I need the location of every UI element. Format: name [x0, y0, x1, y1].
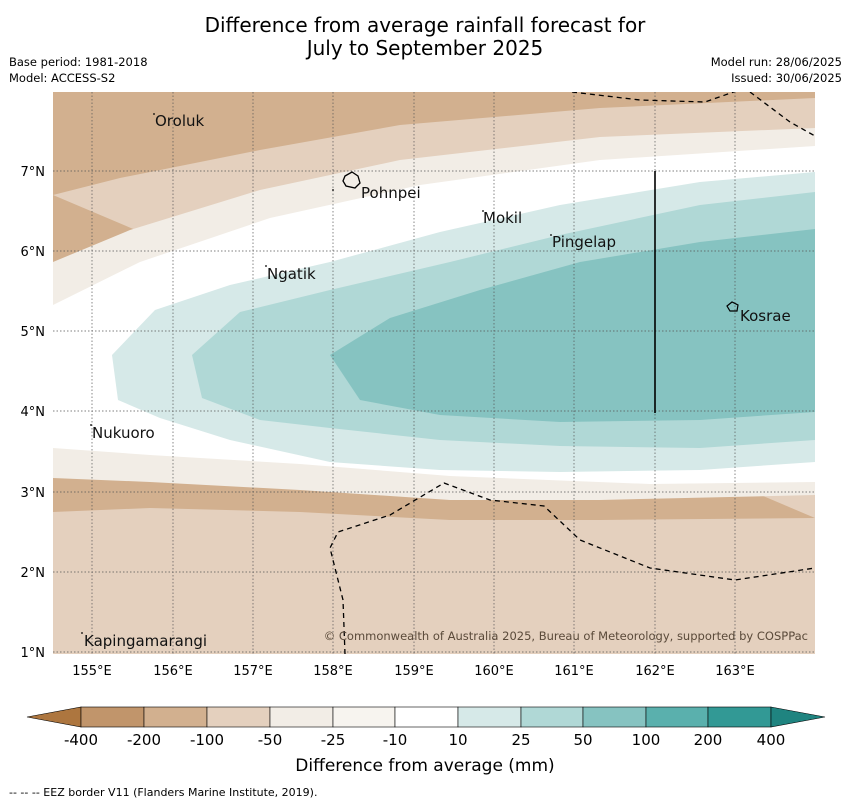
colorbar-label: -50: [258, 731, 283, 749]
lon-tick: 158°E: [313, 664, 353, 679]
colorbar-title: Difference from average (mm): [295, 756, 555, 776]
colorbar-cell: [269, 706, 334, 728]
colorbar-label: 100: [632, 731, 661, 749]
issued-date: Issued: 30/06/2025: [731, 71, 842, 85]
lat-tick: 4°N: [21, 405, 46, 420]
lon-tick: 157°E: [233, 664, 273, 679]
colorbar-label: -10: [383, 731, 408, 749]
eez-footnote: -- -- -- EEZ border V11 (Flanders Marine…: [9, 786, 318, 799]
lon-tick: 160°E: [474, 664, 514, 679]
eez-border: [329, 92, 815, 654]
lat-tick: 6°N: [21, 245, 46, 260]
meta-left: Base period: 1981-2018 Model: ACCESS-S2: [9, 54, 148, 86]
lon-tick-labels: 155°E 156°E 157°E 158°E 159°E 160°E 161°…: [72, 664, 755, 679]
meta-right: Model run: 28/06/2025 Issued: 30/06/2025: [711, 54, 842, 86]
kosrae-island-icon: [726, 301, 739, 312]
colorbar-label: -25: [321, 731, 346, 749]
place-pohnpei: Pohnpei: [361, 184, 421, 202]
copyright-notice: © Commonwealth of Australia 2025, Bureau…: [324, 629, 808, 643]
atoll-markers: [81, 113, 552, 634]
base-period: Base period: 1981-2018: [9, 55, 148, 69]
place-labels: Oroluk Pohnpei Mokil Pingelap Ngatik Kos…: [84, 112, 791, 650]
colorbar-cell: [80, 706, 145, 728]
colorbar-cell: [143, 706, 208, 728]
place-oroluk: Oroluk: [155, 112, 204, 130]
place-kapingamarangi: Kapingamarangi: [84, 632, 207, 650]
place-ngatik: Ngatik: [267, 265, 316, 283]
colorbar-label: -400: [64, 731, 98, 749]
colorbar-label: -200: [127, 731, 161, 749]
colorbar-cell: [707, 706, 772, 728]
colorbar-label: 400: [757, 731, 786, 749]
colorbar-extend-low: [26, 706, 82, 728]
rainfall-field: [53, 92, 815, 654]
model-name: Model: ACCESS-S2: [9, 71, 116, 85]
lon-tick: 162°E: [635, 664, 675, 679]
lat-tick: 5°N: [21, 325, 46, 340]
lat-tick: 3°N: [21, 486, 46, 501]
pohnpei-island-icon: [342, 171, 361, 189]
lat-tick: 2°N: [21, 566, 46, 581]
colorbar-cell: [457, 706, 522, 728]
colorbar: [26, 706, 826, 728]
lat-tick: 7°N: [21, 165, 46, 180]
colorbar-cell: [394, 706, 459, 728]
colorbar-label: 10: [448, 731, 467, 749]
lon-tick: 159°E: [394, 664, 434, 679]
colorbar-cell: [520, 706, 584, 728]
map-title: Difference from average rainfall forecas…: [0, 14, 850, 60]
place-pingelap: Pingelap: [552, 233, 616, 251]
title-line-1: Difference from average rainfall forecas…: [204, 13, 646, 37]
lat-tick-labels: 1°N 2°N 3°N 4°N 5°N 6°N 7°N: [21, 165, 46, 661]
colorbar-label: 200: [694, 731, 723, 749]
colorbar-extend-high: [770, 706, 826, 728]
place-nukuoro: Nukuoro: [92, 424, 155, 442]
model-run: Model run: 28/06/2025: [710, 55, 842, 69]
lon-tick: 156°E: [153, 664, 193, 679]
lon-tick: 161°E: [554, 664, 594, 679]
place-kosrae: Kosrae: [740, 307, 791, 325]
colorbar-labels: -400 -200 -100 -50 -25 -10 10 25 50 100 …: [64, 731, 785, 749]
lon-tick: 155°E: [72, 664, 112, 679]
colorbar-cell: [332, 706, 396, 728]
colorbar-label: -100: [190, 731, 224, 749]
colorbar-cell: [582, 706, 647, 728]
colorbar-label: 25: [511, 731, 530, 749]
colorbar-cell: [206, 706, 271, 728]
colorbar-label: 50: [573, 731, 592, 749]
lat-tick: 1°N: [21, 646, 46, 661]
colorbar-cell: [645, 706, 709, 728]
lon-tick: 163°E: [715, 664, 755, 679]
place-mokil: Mokil: [483, 209, 522, 227]
band-50: [330, 229, 815, 422]
title-line-2: July to September 2025: [306, 36, 544, 60]
